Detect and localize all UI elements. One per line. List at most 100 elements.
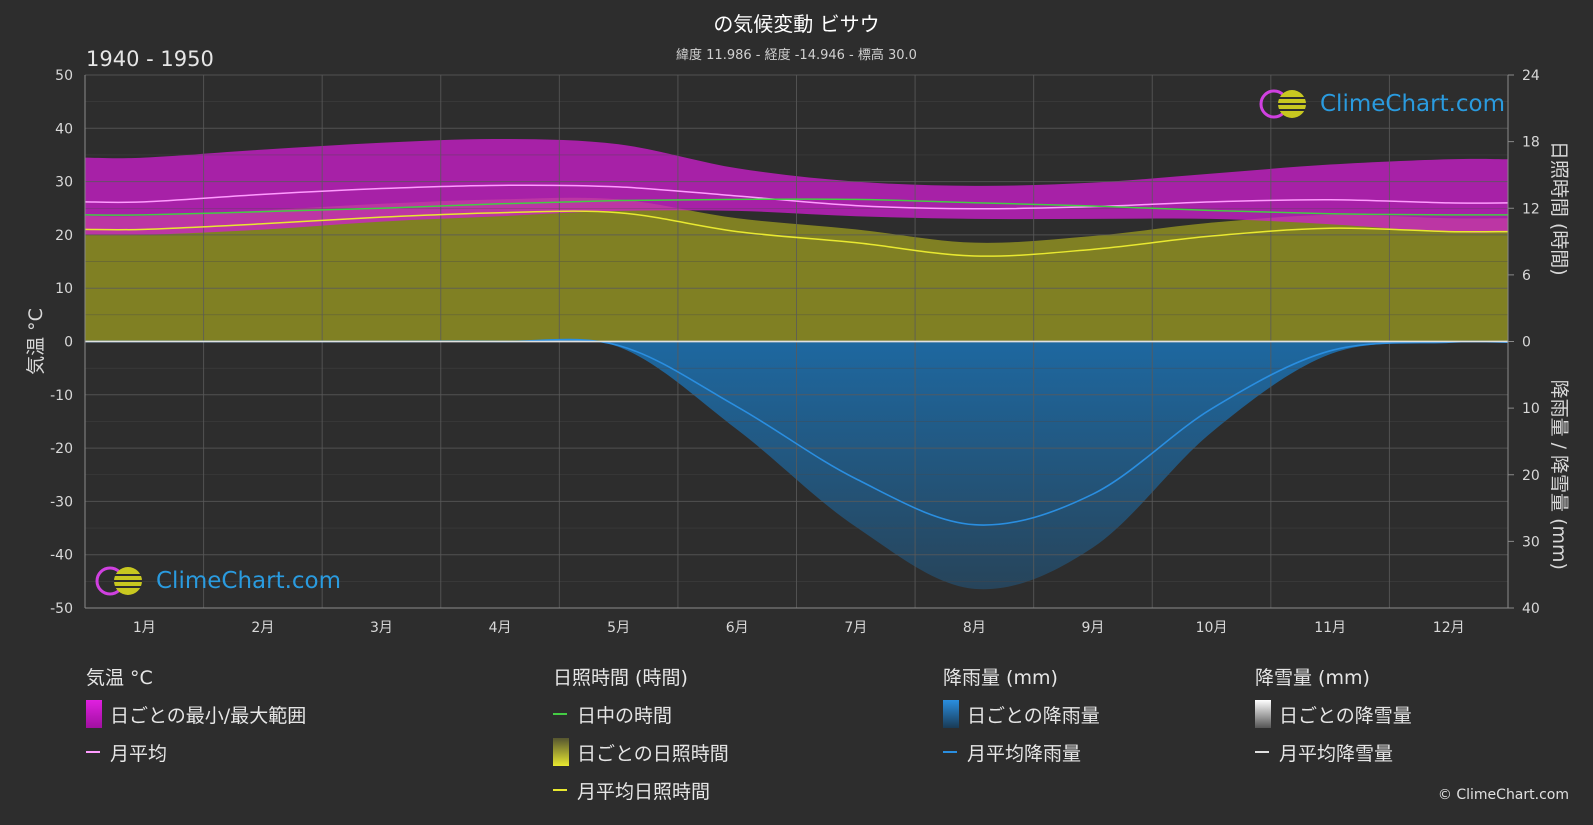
- left-tick-label: -10: [50, 388, 73, 404]
- data-point: [1092, 340, 1094, 342]
- data-point: [1092, 248, 1094, 250]
- month-tick-label: 12月: [1433, 620, 1465, 636]
- legend-label: 日ごとの降雨量: [967, 704, 1100, 727]
- legend-sunshine: 日照時間 (時間) 日中の時間 日ごとの日照時間 月平均日照時間: [553, 663, 729, 803]
- left-tick-label: -50: [50, 601, 73, 617]
- left-tick-label: -40: [50, 548, 73, 564]
- line-swatch: [86, 751, 100, 753]
- left-tick-label: -20: [50, 441, 73, 457]
- data-point: [855, 204, 857, 206]
- rain-swatch: [943, 700, 959, 728]
- data-point: [1448, 202, 1450, 204]
- data-point: [262, 210, 264, 212]
- data-point: [499, 211, 501, 213]
- data-point: [1210, 235, 1212, 237]
- legend-title: 気温 °C: [86, 667, 153, 689]
- legend-item: 日ごとの降雨量: [943, 700, 1100, 728]
- legend-title: 降雪量 (mm): [1255, 667, 1370, 689]
- line-swatch: [553, 789, 567, 791]
- month-tick-label: 5月: [607, 620, 630, 636]
- data-point: [736, 198, 738, 200]
- data-point: [380, 340, 382, 342]
- logo-text: ClimeChart.com: [1320, 91, 1506, 117]
- right-tick-label: 12: [1522, 201, 1540, 217]
- data-point: [143, 228, 145, 230]
- series-line: [84, 184, 1509, 210]
- copyright: © ClimeChart.com: [1437, 787, 1569, 803]
- left-tick-label: 50: [55, 68, 73, 84]
- legend-item: 月平均降雪量: [1255, 739, 1412, 765]
- chart-subtitle: 緯度 11.986 - 経度 -14.946 - 標高 30.0: [676, 48, 917, 63]
- data-point: [143, 214, 145, 216]
- right-tick-label: 0: [1522, 335, 1531, 351]
- right-tick-label: 40: [1522, 601, 1540, 617]
- legend-label: 日ごとの日照時間: [577, 742, 729, 765]
- right-top-axis-title: 日照時間 (時間): [1548, 141, 1570, 276]
- month-tick-label: 9月: [1081, 620, 1104, 636]
- right-tick-label: 18: [1522, 135, 1540, 151]
- legend-item: 日ごとの降雪量: [1255, 700, 1412, 728]
- legend-label: 月平均日照時間: [577, 780, 711, 803]
- climate-chart: 50 40 30 20 10 0 -10 -20 -30 -40 -50 24 18 12 6 0 10 20 30…: [25, 68, 1570, 636]
- data-point: [736, 195, 738, 197]
- legend-label: 日中の時間: [577, 704, 673, 727]
- data-point: [855, 241, 857, 243]
- snow-swatch: [1255, 700, 1271, 728]
- axes: 50 40 30 20 10 0 -10 -20 -30 -40 -50 24 18 12 6 0 10 20 30…: [25, 68, 1570, 636]
- legend-label: 月平均: [110, 742, 168, 765]
- data-point: [1448, 214, 1450, 216]
- month-tick-label: 10月: [1196, 620, 1228, 636]
- data-point: [617, 186, 619, 188]
- month-tick-label: 11月: [1314, 620, 1346, 636]
- right-bottom-axis-title: 降雨量 / 降雪量 (mm): [1548, 380, 1570, 570]
- data-point: [617, 199, 619, 201]
- left-tick-label: 20: [55, 228, 73, 244]
- legend-snow: 降雪量 (mm) 日ごとの降雪量 月平均降雪量: [1255, 663, 1412, 765]
- legend-item: 月平均降雨量: [943, 739, 1100, 765]
- data-point: [262, 340, 264, 342]
- data-point: [1329, 340, 1331, 342]
- legend-item: 日中の時間: [553, 701, 729, 727]
- month-tick-label: 4月: [489, 620, 512, 636]
- right-tick-label: 6: [1522, 268, 1531, 284]
- series-lines: [84, 184, 1509, 526]
- series-line: [84, 210, 1509, 257]
- right-tick-label: 20: [1522, 468, 1540, 484]
- legend-item: 日ごとの日照時間: [553, 738, 729, 766]
- data-point: [499, 340, 501, 342]
- month-tick-label: 7月: [844, 620, 867, 636]
- data-point: [617, 211, 619, 213]
- data-point: [1448, 340, 1450, 342]
- legend-title: 降雨量 (mm): [943, 667, 1058, 689]
- data-point: [1210, 209, 1212, 211]
- data-point: [736, 230, 738, 232]
- data-point: [1210, 201, 1212, 203]
- logo-top-right: ClimeChart.com: [1258, 88, 1505, 120]
- legend-item: 月平均日照時間: [553, 777, 729, 803]
- line-swatch: [943, 751, 957, 753]
- data-point: [617, 340, 619, 342]
- right-tick-label: 10: [1522, 401, 1540, 417]
- range-swatch: [86, 700, 102, 728]
- legend-temperature: 気温 °C 日ごとの最小/最大範囲 月平均: [86, 663, 306, 765]
- logo-text: ClimeChart.com: [156, 568, 342, 594]
- data-point: [1329, 199, 1331, 201]
- data-point: [499, 184, 501, 186]
- data-point: [1092, 205, 1094, 207]
- climechart-logo-icon: [95, 566, 142, 596]
- data-point: [380, 216, 382, 218]
- data-point: [262, 193, 264, 195]
- climechart-logo-icon: [1259, 89, 1306, 119]
- legend-item: 日ごとの最小/最大範囲: [86, 700, 306, 728]
- data-point: [855, 340, 857, 342]
- data-point: [973, 340, 975, 342]
- left-tick-label: -30: [50, 494, 73, 510]
- month-tick-label: 1月: [133, 620, 156, 636]
- data-point: [855, 198, 857, 200]
- data-point: [143, 340, 145, 342]
- data-point: [736, 340, 738, 342]
- right-tick-label: 24: [1522, 68, 1540, 84]
- data-point: [143, 201, 145, 203]
- data-point: [262, 223, 264, 225]
- chart-title: の気候変動 ビサウ: [713, 12, 880, 36]
